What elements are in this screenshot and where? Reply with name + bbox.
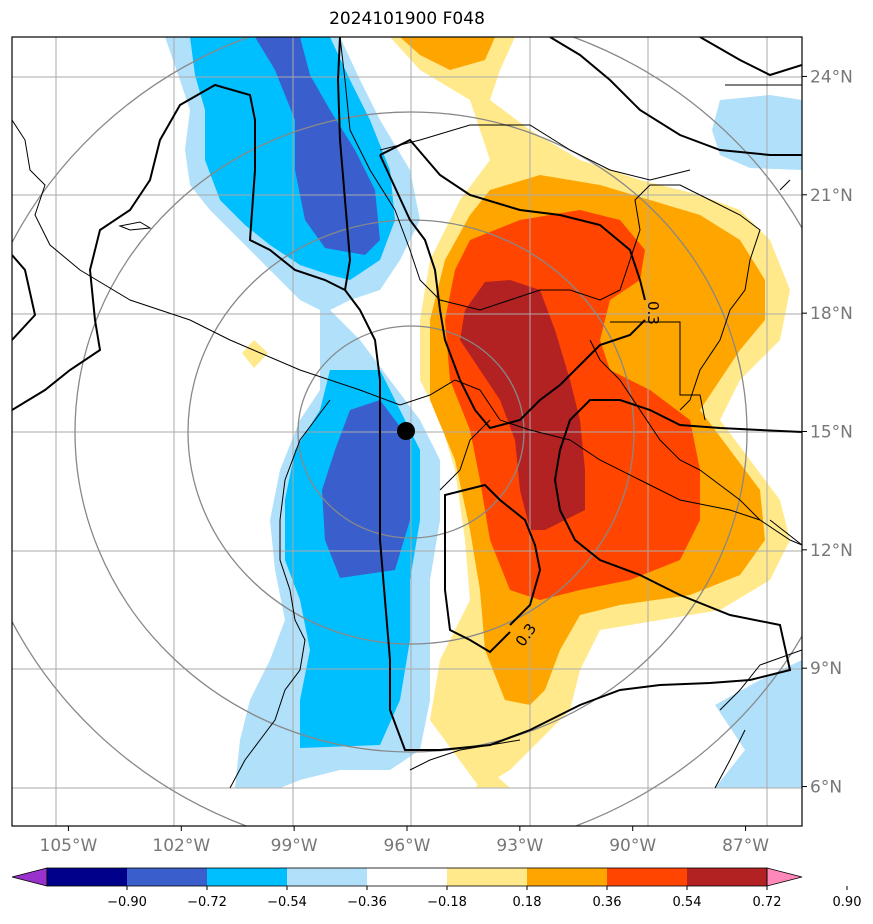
colorbar-segment	[287, 868, 367, 886]
lat-tick-label: 12°N	[810, 541, 853, 561]
positive-anomaly-east	[390, 37, 790, 788]
coastline-west-island	[118, 221, 152, 231]
colorbar-level-label: −0.90	[107, 895, 147, 910]
gridlines	[12, 37, 802, 826]
coastline-sw	[229, 399, 331, 789]
colorbar-level-label: 0.54	[673, 895, 702, 910]
colorbar-segment	[447, 868, 527, 886]
lon-tick-label: 90°W	[609, 836, 656, 856]
lon-tick-label: 105°W	[40, 836, 98, 856]
contour-east-inner	[379, 154, 646, 430]
colorbar-extend-low	[11, 867, 48, 887]
lat-tick-label: 24°N	[810, 67, 853, 87]
lat-tick-label: 9°N	[810, 659, 842, 679]
colorbar-level-label: −0.36	[347, 895, 387, 910]
colorbar-level-label: −0.54	[267, 895, 307, 910]
colorbar-level-label: 0.36	[593, 895, 622, 910]
contour-ne	[549, 37, 802, 156]
shade-blue-light-east-south	[715, 660, 802, 788]
shade-yellow-south-tail	[475, 770, 510, 788]
colorbar-segment	[127, 868, 207, 886]
lat-tick-label: 21°N	[810, 186, 853, 206]
shade-blue-dark-west	[255, 37, 380, 255]
lon-tick-label: 93°W	[496, 836, 543, 856]
colorbar-segment	[367, 868, 447, 886]
coastlines	[12, 37, 802, 789]
shade-darkred-east	[460, 280, 585, 530]
colorbar-level-label: 0.18	[513, 895, 542, 910]
colorbar-frame	[46, 867, 768, 887]
shade-yellow-spot	[242, 340, 268, 368]
colorbar-segment	[607, 868, 687, 886]
longitude-ticks: 105°W 102°W 99°W 96°W 93°W 90°W 87°W	[40, 826, 769, 856]
map-plot-area: 0.3 0.3	[12, 37, 802, 826]
shade-orange-north	[400, 37, 495, 70]
colorbar-level-label: 0.72	[753, 895, 782, 910]
coastline-yucatan	[379, 124, 691, 181]
contour-central-meridian	[344, 289, 802, 751]
coastline-central-america	[589, 339, 761, 521]
range-ring-1	[297, 325, 525, 539]
coastline-mexico-pacific	[12, 119, 802, 546]
contour-03-south	[444, 483, 542, 654]
lat-tick-label: 6°N	[810, 778, 842, 798]
lon-tick-label: 96°W	[384, 836, 431, 856]
colorbar-segment	[47, 868, 127, 886]
colorbar-level-label: −0.72	[187, 895, 227, 910]
contour-west-edge	[12, 254, 37, 341]
lon-tick-label: 87°W	[722, 836, 769, 856]
colorbar-segment	[527, 868, 607, 886]
lon-tick-label: 102°W	[152, 836, 210, 856]
colorbar: −0.90 −0.72 −0.54 −0.36 −0.18 0.18 0.36 0.54 0.7…	[11, 867, 862, 910]
storm-center-marker	[397, 422, 415, 440]
coastline-gulf	[339, 37, 761, 411]
latitude-ticks: 24°N 21°N 18°N 15°N 12°N 9°N 6°N	[802, 67, 853, 798]
shade-blue-dark-west-2	[322, 400, 410, 578]
range-ring-3	[74, 111, 748, 753]
contour-west-loop	[12, 37, 352, 411]
lat-tick-label: 18°N	[810, 304, 853, 324]
contour-03-north	[379, 138, 646, 301]
map-title: 2024101900 F048	[329, 9, 485, 29]
border-guatemala	[610, 321, 706, 421]
colorbar-segment	[687, 868, 767, 886]
coastline-east	[714, 84, 802, 789]
colorbar-segment	[207, 868, 287, 886]
colorbar-extend-high	[766, 867, 803, 887]
lat-tick-label: 15°N	[810, 423, 853, 443]
contour-ne-2	[699, 37, 802, 77]
colorbar-level-label: 0.90	[833, 895, 862, 910]
lon-tick-label: 99°W	[271, 836, 318, 856]
negative-anomaly-west	[165, 37, 440, 788]
contour-lines	[12, 37, 802, 751]
colorbar-level-label: −0.18	[427, 895, 467, 910]
contour-label-north: 0.3	[644, 301, 662, 325]
coastline-sw-2	[409, 419, 521, 771]
